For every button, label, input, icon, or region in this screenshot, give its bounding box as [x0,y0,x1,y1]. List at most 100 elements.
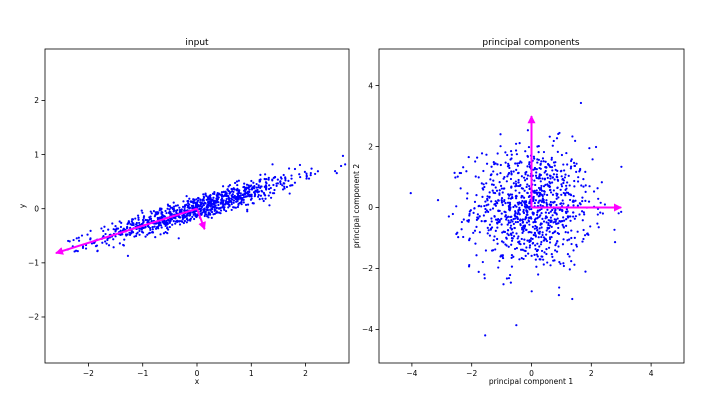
pc-point [540,160,543,163]
pc-point [518,213,521,216]
input-point [218,211,221,214]
pc-point [515,232,518,235]
pc-point [562,163,565,166]
pc-point [539,214,542,217]
pc-point [480,220,483,223]
pc-point [573,164,577,168]
pc-point [560,183,563,186]
input-point [191,215,194,218]
input-point [129,226,132,229]
input-point [174,204,178,207]
input-point [106,238,109,242]
pc-point [575,243,578,247]
pc-point [496,226,499,229]
input-point [204,202,207,205]
input-point [160,207,163,210]
input-point [172,219,175,223]
pc-point [516,237,519,240]
input-point [240,203,243,206]
input-point [199,202,203,206]
input-point [105,242,108,245]
input-point [235,180,239,183]
input-point [164,209,167,213]
pc-point [575,162,578,165]
input-point [208,204,211,207]
input-point [138,227,141,230]
pc-point [486,195,489,198]
pc-point [539,163,542,166]
pc-point [584,190,587,193]
pc-point [514,211,517,214]
pc-point [533,201,536,205]
input-point [207,197,210,200]
pc-point [493,191,497,195]
pc-point [477,176,480,179]
pc-point [542,198,545,202]
pc-point [572,195,575,198]
pc-point [540,235,543,239]
input-point [305,177,308,180]
pc-point [483,185,486,189]
pc-point [534,224,537,228]
input-point [202,193,205,196]
input-point [276,178,279,181]
pc-point [509,177,513,181]
pc-point [557,222,560,225]
input-point [135,223,138,226]
pc-point [525,216,528,219]
pc-point [532,155,536,158]
input-point [188,214,191,217]
input-point [150,231,154,234]
input-point [250,179,253,183]
input-point [168,221,171,224]
pc-point [561,223,564,227]
pc-point [580,184,583,187]
pc-point [509,224,513,227]
input-point [211,198,214,201]
input-point [208,212,212,215]
input-point [168,204,171,208]
input-point [291,184,294,187]
pc-point [509,215,512,219]
pc-point [532,213,535,216]
pc-point [572,215,575,218]
input-point [185,218,189,221]
input-point [290,174,293,177]
pc-point [527,145,531,149]
input-point [165,211,168,215]
pc-point [487,229,490,232]
input-point [131,221,134,224]
pc-point [509,273,512,277]
pc-x-axis-label: principal component 1 [489,377,574,386]
pc-point [514,215,517,218]
pc-point [582,185,585,188]
pc-point [499,133,502,136]
input-point [149,210,152,213]
input-point [178,223,182,226]
input-point [293,167,297,171]
pc-point [498,259,501,263]
pc-point [467,265,471,268]
pc-point [551,214,554,217]
input-point [84,247,88,250]
pc-point [584,184,587,187]
pc-point [518,240,521,243]
pc-point [537,186,541,190]
pc-point [555,197,558,200]
pc-point [597,226,600,229]
input-point [158,209,161,212]
input-point [298,163,302,167]
pc-point [455,232,458,236]
pc-x-ticks: −4 −2 0 2 4 [406,363,654,378]
input-point [178,210,181,213]
pc-point [565,151,568,155]
pc-point [515,153,519,156]
input-point [206,206,210,209]
pc-point [469,209,472,212]
input-point [178,216,182,219]
input-point [215,200,218,203]
input-point [114,228,117,231]
pc-point [533,253,536,257]
input-point [288,192,291,195]
pc-point [516,216,519,219]
